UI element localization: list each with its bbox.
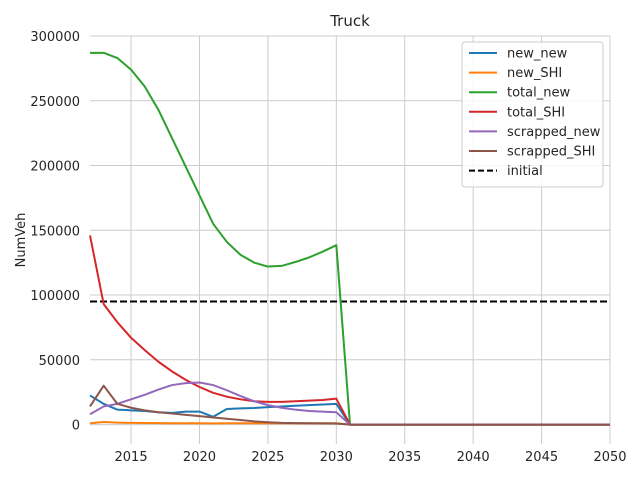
x-tick-label: 2025 [251, 450, 284, 465]
legend-label: total_SHI [507, 105, 565, 120]
x-tick-label: 2030 [320, 450, 353, 465]
y-tick-label: 250000 [30, 95, 80, 110]
y-tick-label: 50000 [39, 354, 80, 369]
legend-label: initial [507, 164, 543, 179]
x-tick-label: 2050 [593, 450, 626, 465]
x-axis-ticks: 2015 2020 2025 2030 2035 2040 2045 2050 [115, 450, 627, 465]
legend-label: new_new [507, 47, 568, 62]
y-tick-label: 150000 [30, 224, 80, 239]
y-axis-ticks: 0 50000 100000 150000 200000 250000 300000 [30, 30, 80, 434]
x-tick-label: 2015 [115, 450, 148, 465]
chart-title: Truck [329, 12, 370, 30]
legend: new_new new_SHI total_new total_SHI scrapped… [461, 41, 604, 188]
y-tick-label: 200000 [30, 160, 80, 175]
y-tick-label: 300000 [30, 30, 80, 45]
series-line-scrapped-SHI [89, 384, 610, 426]
y-tick-label: 100000 [30, 289, 80, 304]
legend-label: total_new [507, 86, 570, 101]
legend-box [461, 41, 604, 188]
x-tick-label: 2040 [457, 450, 490, 465]
legend-label: scrapped_new [507, 125, 601, 140]
x-tick-label: 2045 [525, 450, 558, 465]
y-axis-title: NumVeh [14, 213, 29, 268]
legend-label: new_SHI [507, 66, 562, 81]
series-lines [89, 51, 610, 426]
y-tick-label: 0 [72, 419, 80, 434]
x-tick-label: 2020 [183, 450, 216, 465]
x-tick-label: 2035 [388, 450, 421, 465]
legend-label: scrapped_SHI [507, 145, 595, 160]
